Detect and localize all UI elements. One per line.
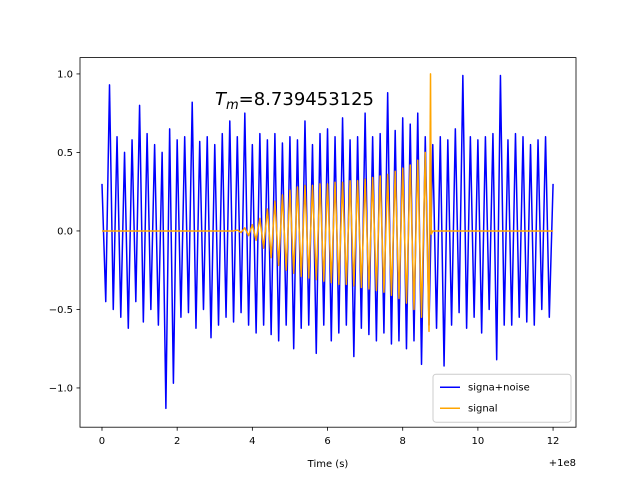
legend-label: signa+noise bbox=[468, 383, 530, 394]
y-tick-label: −0.5 bbox=[49, 305, 73, 316]
y-tick-label: 1.0 bbox=[57, 69, 73, 80]
annotation-symbol: T bbox=[215, 89, 228, 110]
x-tick-label: 4 bbox=[249, 436, 255, 447]
x-tick-label: 2 bbox=[174, 436, 180, 447]
y-tick-label: 0.0 bbox=[57, 226, 73, 237]
y-tick-label: −1.0 bbox=[49, 383, 73, 394]
annotation-subscript: m bbox=[226, 98, 239, 113]
annotation: Tm=8.739453125 bbox=[215, 89, 374, 113]
legend: signa+noise signal bbox=[432, 373, 572, 423]
series-line bbox=[101, 73, 554, 333]
annotation-text: =8.739453125 bbox=[239, 89, 374, 110]
legend-box bbox=[432, 373, 572, 423]
x-offset-label: +1e8 bbox=[549, 458, 576, 469]
x-tick-label: 12 bbox=[547, 436, 560, 447]
series-line bbox=[101, 74, 554, 410]
legend-label: signal bbox=[468, 404, 498, 415]
plot-area bbox=[101, 73, 554, 410]
y-tick-label: 0.5 bbox=[57, 148, 73, 159]
x-tick-label: 10 bbox=[472, 436, 485, 447]
axes-frame bbox=[79, 57, 577, 428]
x-tick-label: 8 bbox=[400, 436, 406, 447]
x-tick-label: 6 bbox=[324, 436, 330, 447]
x-axis-label: Time (s) bbox=[307, 459, 349, 470]
x-tick-label: 0 bbox=[99, 436, 105, 447]
